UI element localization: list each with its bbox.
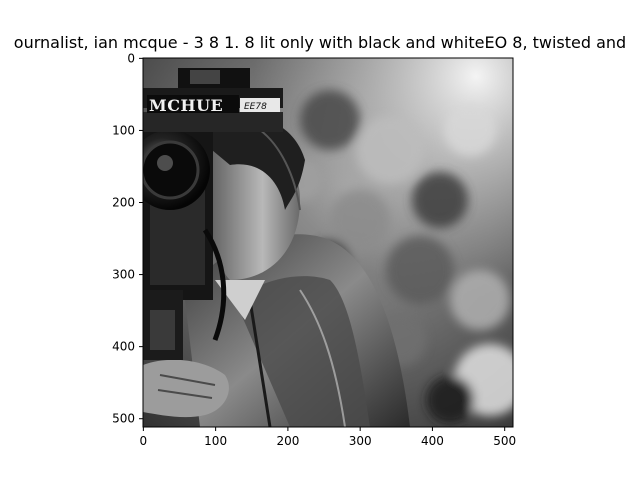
- x-tick-label: 200: [276, 434, 299, 448]
- sign-small-text: EE78: [244, 102, 267, 112]
- axes-frame: [142, 57, 514, 428]
- x-tick-label: 100: [204, 434, 227, 448]
- y-tick-label: 0: [127, 51, 135, 65]
- y-tick-label: 200: [112, 196, 135, 210]
- x-tick-label: 500: [493, 434, 516, 448]
- sign-main-text: MCHUE: [149, 96, 223, 115]
- x-axis: 0 100 200 300 400 500: [140, 427, 516, 448]
- y-axis: 0 100 200 300 400 500: [112, 51, 143, 426]
- figure-title: ournalist, ian mcque - 3 8 1. 8 lit only…: [13, 33, 627, 52]
- x-tick-label: 300: [349, 434, 372, 448]
- y-tick-label: 500: [112, 412, 135, 426]
- photo-image: MCHUE EE78: [143, 58, 513, 427]
- y-tick-label: 100: [112, 123, 135, 137]
- x-tick-label: 0: [140, 434, 148, 448]
- x-tick-label: 400: [421, 434, 444, 448]
- y-tick-label: 400: [112, 340, 135, 354]
- y-tick-label: 300: [112, 268, 135, 282]
